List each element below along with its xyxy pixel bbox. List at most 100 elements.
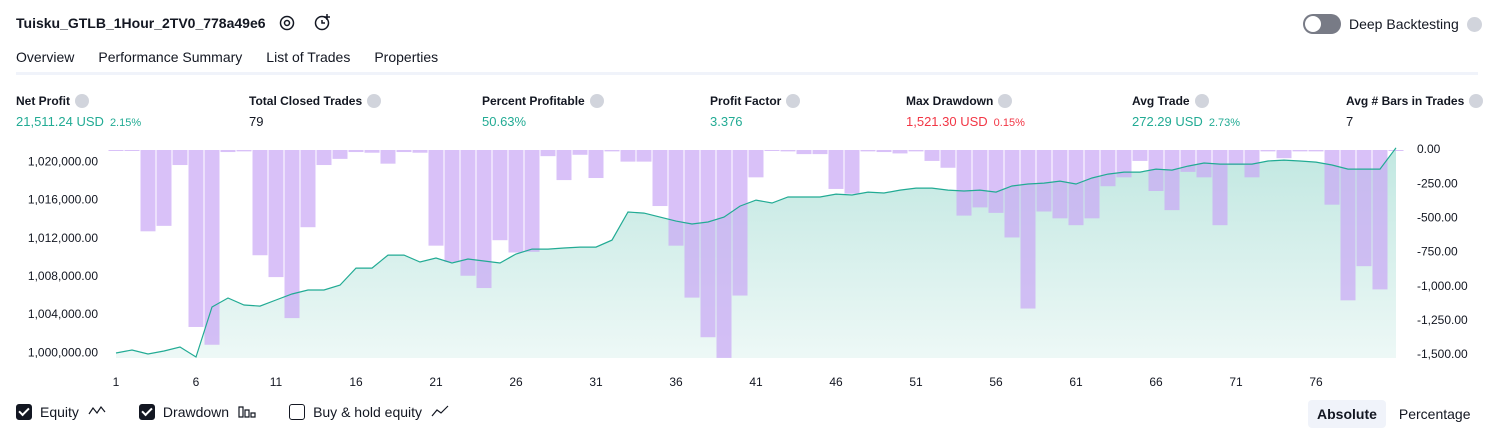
x-tick-label: 66	[1149, 375, 1163, 389]
metric-value: 1,521.30 USD	[906, 114, 988, 129]
drawdown-bar	[1180, 150, 1196, 172]
metric-label: Avg Trade	[1132, 94, 1240, 108]
drawdown-bar	[396, 150, 412, 153]
metric-value: 79	[249, 114, 264, 129]
drawdown-bar	[748, 150, 764, 178]
drawdown-bar	[124, 150, 140, 151]
toggle-label: Deep Backtesting	[1349, 16, 1459, 32]
drawdown-bar	[1212, 150, 1228, 226]
drawdown-bar	[1084, 150, 1100, 219]
y2-tick-label: 0.00	[1417, 142, 1441, 156]
metric: Avg # Bars in Trades 7	[1346, 94, 1484, 129]
drawdown-bar	[316, 150, 332, 166]
info-icon[interactable]	[786, 94, 801, 108]
drawdown-bar	[380, 150, 396, 164]
x-tick-label: 56	[989, 375, 1003, 389]
settings-icon[interactable]	[279, 15, 295, 31]
strategy-title: Tuisku_GTLB_1Hour_2TV0_778a49e6	[16, 15, 266, 31]
drawdown-bar	[892, 150, 908, 154]
metric-label: Total Closed Trades	[249, 94, 382, 108]
drawdown-bar	[444, 150, 460, 263]
info-icon[interactable]	[589, 94, 604, 108]
drawdown-bar	[796, 150, 812, 155]
y2-tick-label: -250.00	[1417, 176, 1458, 190]
drawdown-bar	[1100, 150, 1116, 187]
drawdown-bar	[1372, 150, 1388, 290]
checkbox[interactable]	[16, 404, 32, 420]
drawdown-bar	[1340, 150, 1356, 301]
drawdown-bar	[348, 150, 364, 153]
metric-value: 3.376	[710, 114, 743, 129]
y-tick-label: 1,004,000.00	[28, 307, 98, 321]
drawdown-bar	[652, 150, 668, 207]
info-icon[interactable]	[75, 94, 89, 108]
deep-backtesting[interactable]: Deep Backtesting	[1303, 14, 1482, 34]
mode-button[interactable]: Percentage	[1398, 406, 1471, 422]
info-icon[interactable]	[1194, 94, 1209, 108]
drawdown-bar	[828, 150, 844, 189]
drawdown-bar	[460, 150, 476, 276]
metric-name: Avg # Bars in Trades	[1346, 94, 1465, 108]
mode-switch: Absolute Percentage	[1308, 400, 1480, 428]
metric: Net Profit 21,511.24 USD 2.15%	[16, 94, 141, 129]
legend: Equity Drawdown Buy & hold equity	[16, 404, 450, 420]
metric-value-row: 272.29 USD 2.73%	[1132, 114, 1240, 129]
tab[interactable]: Performance Summary	[98, 49, 243, 65]
checkbox[interactable]	[289, 404, 306, 420]
info-icon[interactable]	[1469, 94, 1484, 108]
legend-icon-path	[238, 406, 256, 418]
tab[interactable]: Properties	[374, 49, 439, 65]
x-tick-label: 41	[749, 375, 763, 389]
tab-divider	[16, 72, 1478, 75]
drawdown-bar	[284, 150, 300, 319]
drawdown-bar	[220, 150, 236, 153]
x-tick-label: 31	[589, 375, 603, 389]
metric-value-row: 7	[1346, 114, 1483, 129]
metric-name: Max Drawdown	[906, 94, 994, 108]
drawdown-bar	[972, 150, 988, 208]
y2-tick-label: -1,250.00	[1417, 313, 1468, 327]
y-tick-label: 1,016,000.00	[28, 193, 98, 207]
drawdown-bar	[924, 150, 940, 161]
x-tick-label: 6	[193, 375, 200, 389]
drawdown-bar	[476, 150, 492, 289]
x-tick-label: 51	[909, 375, 923, 389]
drawdown-bar	[300, 150, 316, 228]
metric-value: 272.29 USD	[1132, 114, 1203, 129]
drawdown-bar	[1196, 150, 1212, 178]
legend-item[interactable]: Equity	[16, 404, 107, 420]
metric-value: 50.63%	[482, 114, 527, 129]
metric-label: Percent Profitable	[482, 94, 604, 108]
drawdown-bar	[540, 150, 556, 157]
drawdown-bar	[1116, 150, 1132, 178]
tab[interactable]: List of Trades	[266, 49, 351, 65]
legend-item[interactable]: Drawdown	[138, 404, 257, 420]
drawdown-bar	[1324, 150, 1340, 205]
drawdown-bar	[156, 150, 172, 226]
metric-label: Avg # Bars in Trades	[1346, 94, 1484, 108]
drawdown-bar	[204, 150, 220, 345]
info-icon[interactable]	[998, 94, 1013, 108]
help-icon[interactable]	[1466, 16, 1482, 32]
drawdown-bar	[668, 150, 684, 246]
drawdown-bar	[860, 150, 876, 152]
metric-value-row: 21,511.24 USD 2.15%	[16, 114, 141, 129]
info-icon[interactable]	[367, 94, 382, 108]
toggle-switch[interactable]	[1303, 14, 1341, 34]
checkbox[interactable]	[138, 404, 155, 420]
metric-value: 21,511.24 USD	[16, 114, 104, 129]
drawdown-bar	[108, 150, 124, 151]
legend-icon-path	[431, 405, 449, 417]
x-tick-label: 46	[829, 375, 843, 389]
legend-item[interactable]: Buy & hold equity	[289, 404, 450, 420]
drawdown-bar	[492, 150, 508, 241]
drawdown-bar	[588, 150, 604, 179]
mode-button[interactable]: Absolute	[1308, 400, 1386, 428]
drawdown-bar	[1228, 150, 1244, 166]
x-tick-label: 1	[113, 375, 120, 389]
drawdown-bar	[988, 150, 1004, 213]
replay-icon[interactable]	[314, 14, 331, 31]
drawdown-bar	[716, 150, 732, 358]
x-tick-label: 71	[1229, 375, 1243, 389]
